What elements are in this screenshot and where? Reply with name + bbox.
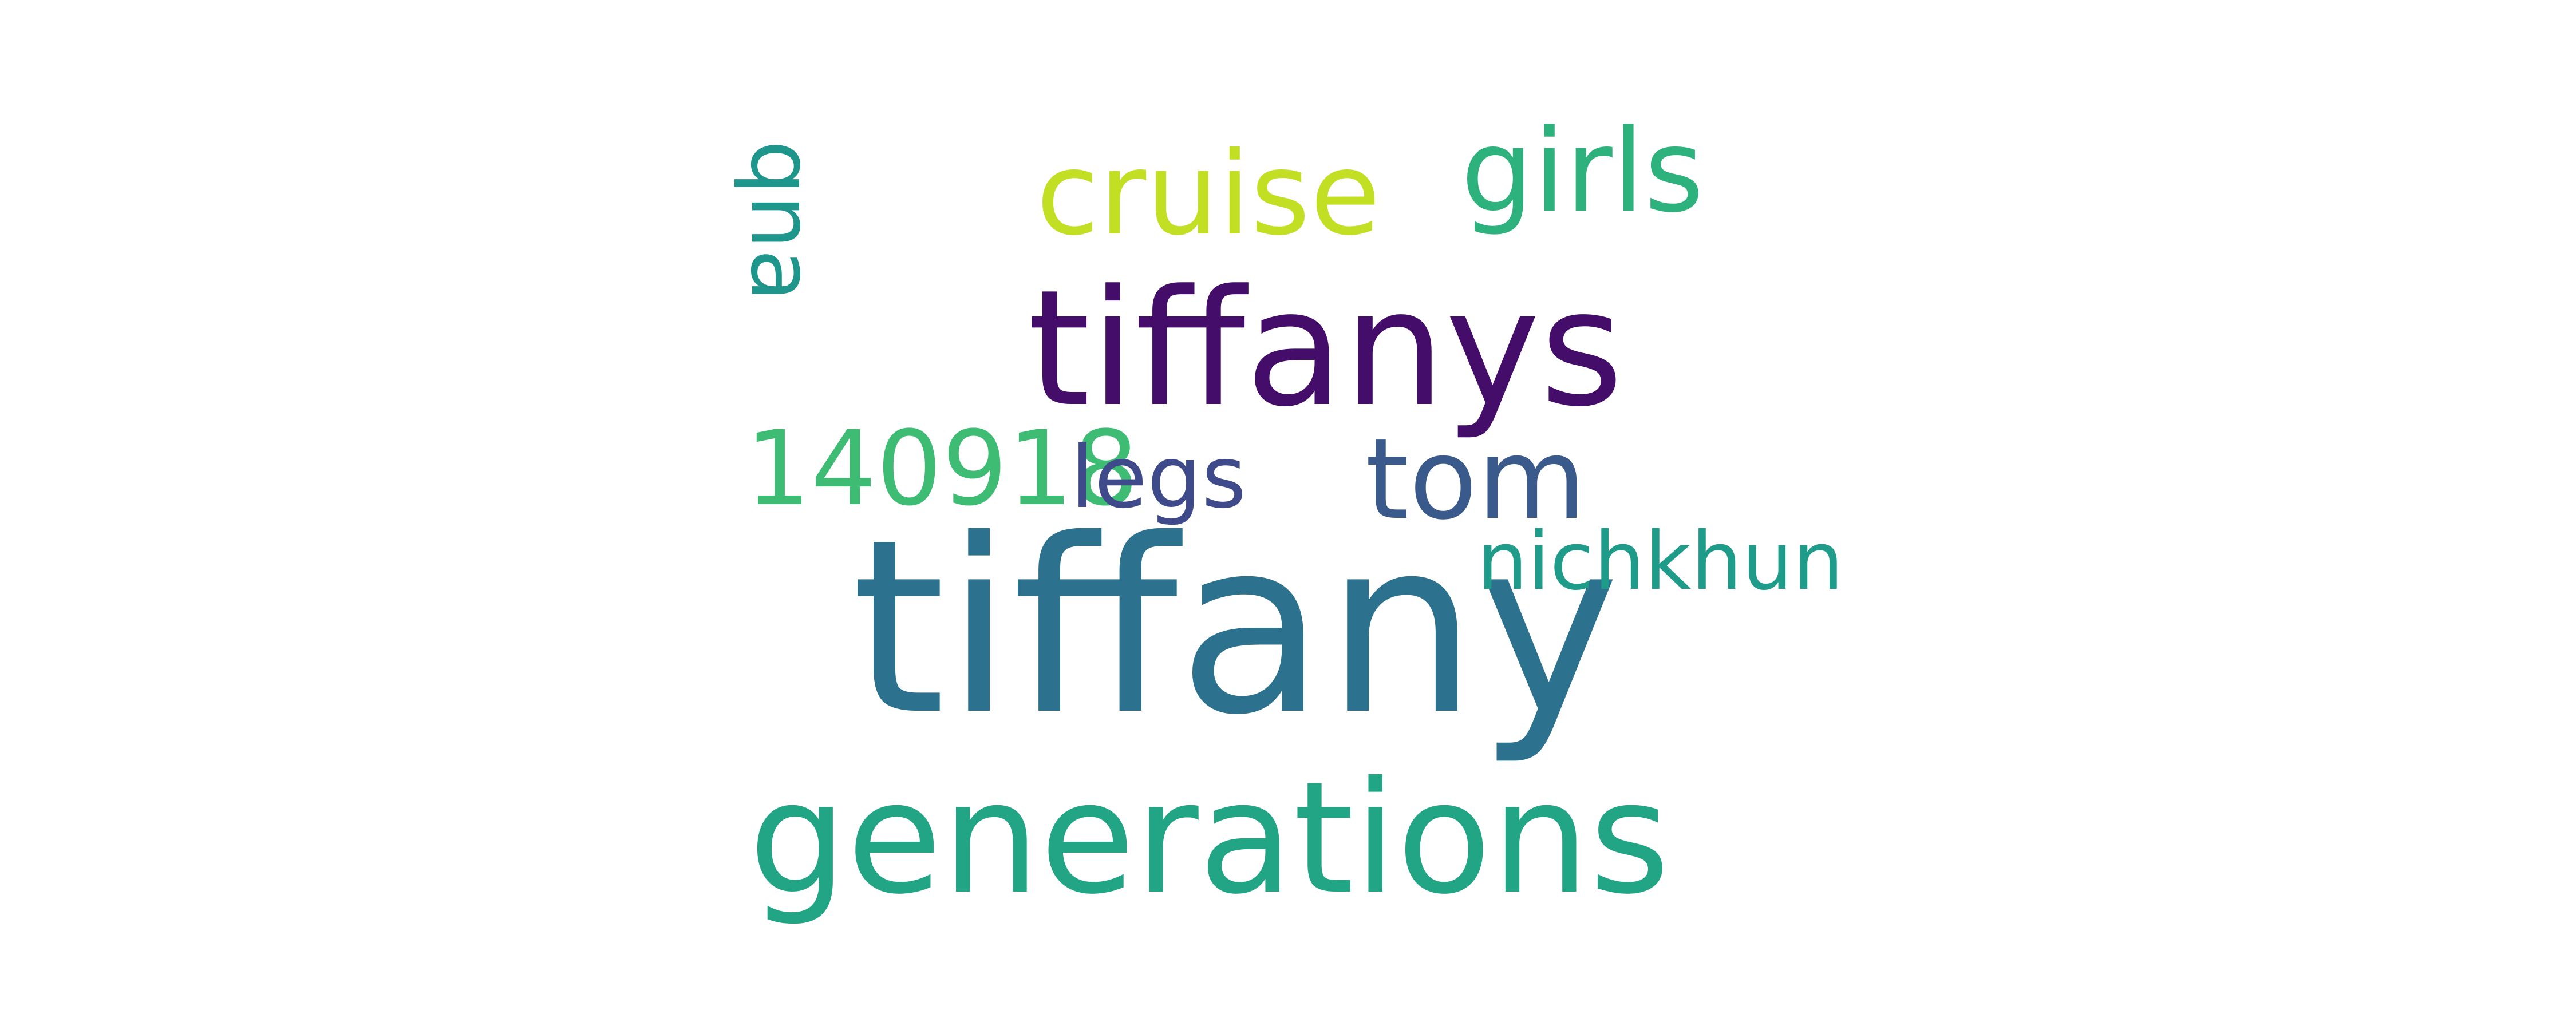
word-qna: qna bbox=[732, 140, 831, 302]
word-cruise: cruise bbox=[1036, 128, 1381, 261]
word-tiffany: tiffany bbox=[851, 488, 1620, 768]
word-tom: tom bbox=[1365, 414, 1586, 544]
word-girls: girls bbox=[1461, 105, 1704, 238]
word-legs: legs bbox=[1070, 428, 1247, 528]
word-nichkhun: nichkhun bbox=[1477, 515, 1844, 608]
word-140918: 140918 bbox=[745, 409, 1139, 529]
word-generations: generations bbox=[749, 748, 1670, 928]
word-tiffanys: tiffanys bbox=[1028, 256, 1624, 442]
